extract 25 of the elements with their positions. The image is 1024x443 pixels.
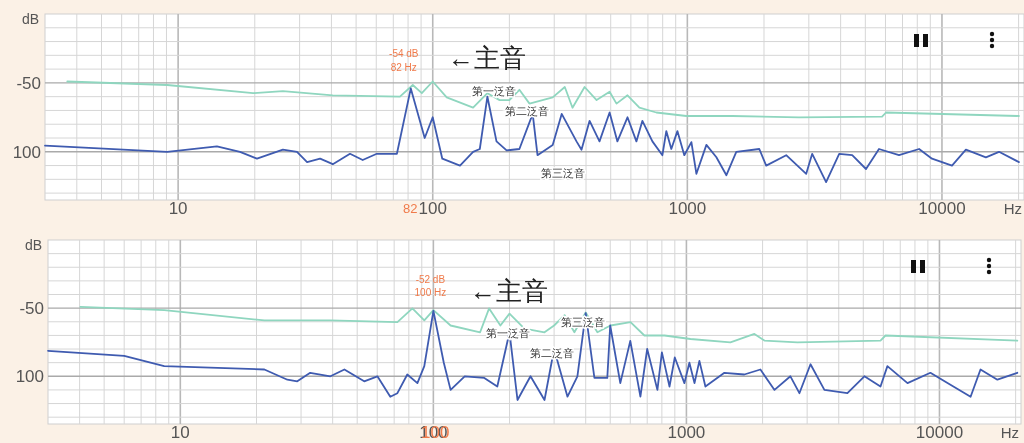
- x-tick-label: 100: [418, 199, 447, 218]
- y-tick-label: -50: [19, 299, 44, 319]
- y-axis-title: dB: [24, 237, 42, 253]
- x-tick-label: 10000: [918, 199, 966, 218]
- x-axis-title: Hz: [1003, 200, 1022, 217]
- annotation: -52 dB 100 Hz: [414, 273, 447, 299]
- y-tick-label: 100: [12, 142, 41, 162]
- y-tick-label: 100: [15, 367, 44, 387]
- annotation: 第一泛音: [486, 327, 530, 339]
- x-tick-label: 1000: [667, 423, 706, 442]
- x-tick-label: 100: [421, 423, 450, 442]
- annotation: 第三泛音: [541, 167, 585, 179]
- annotation: -54 dB 82 Hz: [389, 48, 419, 73]
- x-tick-label: 10000: [915, 423, 964, 442]
- annotation: ←主音: [448, 43, 526, 73]
- annotation: 第一泛音: [472, 85, 516, 97]
- x-axis-title: Hz: [1000, 424, 1019, 441]
- annotation: ←主音: [470, 276, 548, 306]
- y-tick-label: -50: [16, 73, 41, 93]
- x-tick-label: 1000: [668, 199, 707, 218]
- annotation: 第二泛音: [505, 105, 549, 117]
- text: 82: [403, 201, 418, 216]
- y-axis-title: dB: [21, 11, 39, 27]
- x-tick-label: 10: [168, 199, 188, 218]
- x-tick-label: 10: [170, 423, 190, 442]
